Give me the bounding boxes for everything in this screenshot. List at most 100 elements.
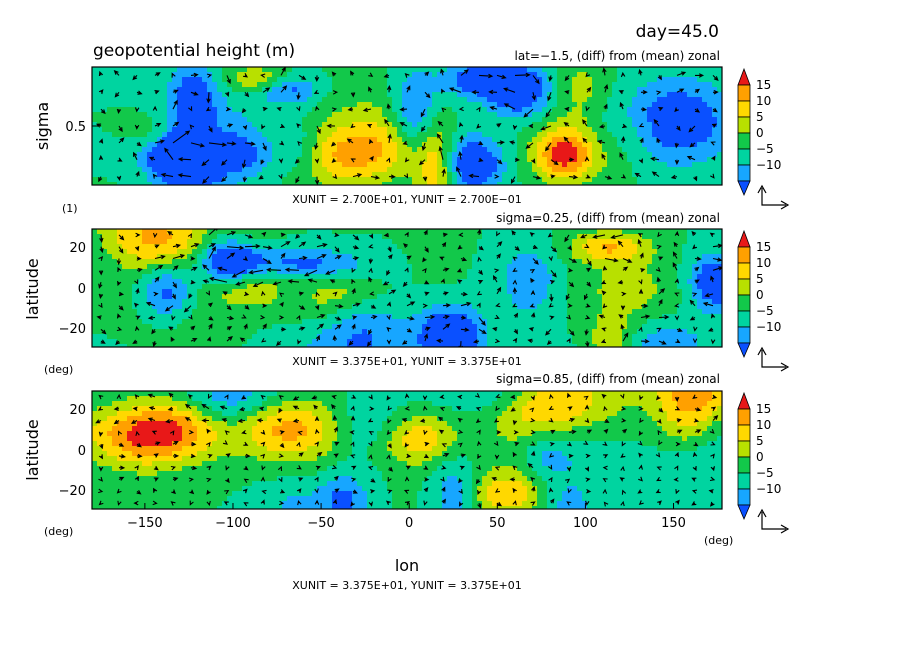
- contour-cell: [337, 172, 343, 178]
- contour-cell: [407, 72, 413, 78]
- contour-cell: [567, 142, 573, 148]
- contour-cell: [427, 142, 433, 148]
- contour-cell: [457, 117, 463, 123]
- contour-cell: [612, 92, 618, 98]
- wind-vector: [514, 72, 531, 78]
- contour-cell: [552, 289, 558, 295]
- contour-cell: [137, 234, 143, 240]
- contour-cell: [207, 112, 213, 118]
- contour-cell: [712, 182, 718, 185]
- wind-vector: [225, 106, 232, 112]
- contour-cell: [637, 244, 643, 250]
- contour-cell: [152, 162, 158, 168]
- contour-cell: [522, 127, 528, 133]
- contour-cell: [322, 87, 328, 93]
- contour-cell: [292, 274, 298, 280]
- contour-cell: [397, 92, 403, 98]
- contour-cell: [407, 269, 413, 275]
- contour-cell: [637, 72, 643, 78]
- contour-cell: [667, 279, 673, 285]
- contour-cell: [482, 264, 488, 270]
- contour-cell: [562, 264, 568, 270]
- contour-cell: [137, 137, 143, 143]
- contour-cell: [507, 157, 513, 163]
- wind-vector: [496, 159, 503, 165]
- contour-cell: [202, 132, 208, 138]
- contour-cell: [187, 249, 193, 255]
- contour-cell: [662, 249, 668, 255]
- contour-cell: [437, 239, 443, 245]
- contour-cell: [637, 122, 643, 128]
- contour-cell: [562, 167, 568, 173]
- contour-cell: [587, 137, 593, 143]
- contour-cell: [452, 132, 458, 138]
- contour-cell: [682, 289, 688, 295]
- contour-cell: [282, 284, 288, 290]
- contour-cell: [717, 92, 722, 98]
- contour-cell: [582, 167, 588, 173]
- contour-cell: [137, 112, 143, 118]
- contour-cell: [227, 269, 233, 275]
- contour-cell: [542, 162, 548, 168]
- contour-cell: [667, 97, 673, 103]
- contour-cell: [507, 162, 513, 168]
- wind-vector: [496, 74, 507, 80]
- contour-cell: [222, 102, 228, 108]
- contour-cell: [487, 172, 493, 178]
- contour-cell: [442, 157, 448, 163]
- contour-cell: [657, 229, 663, 235]
- contour-cell: [467, 117, 473, 123]
- contour-cell: [202, 294, 208, 300]
- contour-cell: [167, 112, 173, 118]
- contour-cell: [592, 147, 598, 153]
- contour-cell: [112, 67, 118, 73]
- contour-cell: [107, 82, 113, 88]
- contour-cell: [472, 82, 478, 88]
- contour-cell: [382, 132, 388, 138]
- contour-cell: [272, 294, 278, 300]
- contour-cell: [607, 112, 613, 118]
- contour-cell: [582, 67, 588, 73]
- contour-cell: [152, 77, 158, 83]
- contour-cell: [627, 132, 633, 138]
- contour-cell: [157, 249, 163, 255]
- contour-cell: [662, 137, 668, 143]
- contour-cell: [607, 229, 613, 235]
- contour-cell: [582, 289, 588, 295]
- contour-cell: [447, 67, 453, 73]
- contour-cell: [182, 249, 188, 255]
- contour-cell: [542, 167, 548, 173]
- contour-cell: [497, 274, 503, 280]
- wind-vector: [710, 141, 716, 146]
- contour-cell: [197, 254, 203, 260]
- contour-cell: [357, 294, 363, 300]
- contour-cell: [112, 157, 118, 163]
- contour-cell: [662, 102, 668, 108]
- contour-cell: [387, 269, 393, 275]
- contour-cell: [287, 87, 293, 93]
- contour-cell: [607, 72, 613, 78]
- contour-cell: [262, 172, 268, 178]
- contour-cell: [627, 234, 633, 240]
- contour-cell: [482, 269, 488, 275]
- contour-cell: [672, 269, 678, 275]
- contour-cell: [377, 244, 383, 250]
- contour-cell: [397, 249, 403, 255]
- contour-cell: [657, 234, 663, 240]
- contour-cell: [337, 167, 343, 173]
- contour-cell: [567, 259, 573, 265]
- contour-cell: [712, 137, 718, 143]
- wind-vector: [241, 159, 247, 169]
- contour-cell: [597, 289, 603, 295]
- contour-cell: [147, 82, 153, 88]
- contour-cell: [537, 82, 543, 88]
- contour-cell: [382, 249, 388, 255]
- contour-cell: [252, 142, 258, 148]
- contour-cell: [172, 269, 178, 275]
- contour-cell: [662, 167, 668, 173]
- contour-cell: [357, 97, 363, 103]
- contour-cell: [222, 152, 228, 158]
- wind-vector: [152, 173, 158, 179]
- contour-cell: [477, 152, 483, 158]
- contour-cell: [662, 279, 668, 285]
